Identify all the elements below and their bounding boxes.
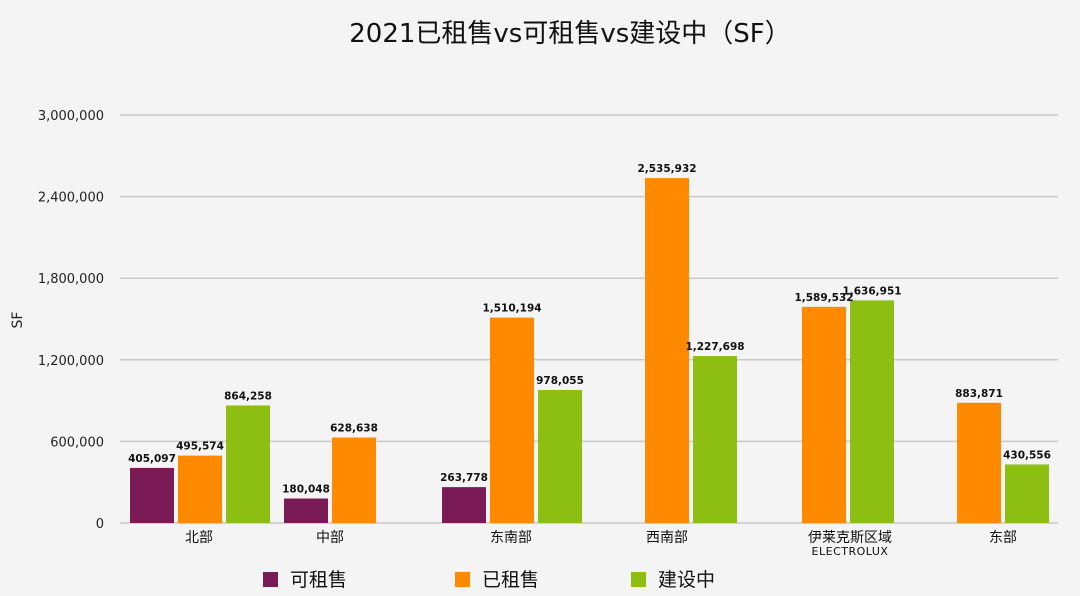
data-label: 1,227,698 (685, 341, 744, 353)
bar (1005, 464, 1049, 523)
y-axis-label: SF (10, 312, 26, 329)
bar (693, 356, 737, 523)
data-label: 978,055 (536, 375, 584, 387)
bar (226, 405, 270, 523)
data-label: 864,258 (224, 390, 272, 402)
bar (645, 178, 689, 523)
y-tick-label: 2,400,000 (38, 191, 104, 206)
bar (802, 306, 846, 523)
y-tick-label: 1,200,000 (38, 354, 104, 369)
legend-swatch (631, 572, 646, 587)
legend-label: 已租售 (482, 569, 539, 591)
bars (130, 178, 1049, 523)
data-label: 180,048 (282, 484, 330, 496)
bar (957, 402, 1001, 523)
y-tick-label: 1,800,000 (38, 272, 104, 287)
y-axis-ticks: 0 600,000 1,200,000 1,800,000 2,400,000 3,000… (38, 109, 104, 532)
bar (178, 455, 222, 523)
bar (850, 300, 894, 523)
y-tick-label: 600,000 (50, 435, 104, 450)
data-label: 1,589,532 (794, 292, 853, 304)
category-label: 东部 (989, 530, 1017, 546)
y-tick-label: 0 (96, 517, 104, 532)
legend-label: 建设中 (658, 569, 715, 591)
category-label: 北部 (185, 530, 213, 546)
data-label: 883,871 (955, 388, 1003, 400)
data-label: 430,556 (1003, 449, 1051, 461)
bar (442, 487, 486, 523)
data-label: 495,574 (176, 441, 224, 453)
y-tick-label: 3,000,000 (38, 109, 104, 124)
bar (538, 389, 582, 523)
category-label: 中部 (316, 530, 344, 546)
legend-swatch (263, 572, 278, 587)
category-label: 东南部 (490, 530, 532, 546)
chart-title: 2021已租售vs可租售vs建设中（SF） (349, 19, 791, 49)
legend-swatch (455, 572, 470, 587)
gridlines (120, 114, 1058, 524)
category-label: 西南部 (646, 530, 688, 546)
bar (284, 498, 328, 523)
data-label: 1,510,194 (482, 303, 541, 315)
bar (332, 437, 376, 523)
data-label: 263,778 (440, 472, 488, 484)
legend: 可租售 已租售 建设中 (263, 569, 715, 591)
data-label: 2,535,932 (637, 163, 696, 175)
data-label: 1,636,951 (842, 285, 901, 297)
category-sublabel: ELECTROLUX (812, 545, 889, 558)
category-label: 伊莱克斯区域 (808, 530, 892, 546)
bar (130, 467, 174, 523)
bar (490, 317, 534, 523)
legend-label: 可租售 (290, 569, 347, 591)
data-label: 405,097 (128, 453, 176, 465)
data-label: 628,638 (330, 423, 378, 435)
